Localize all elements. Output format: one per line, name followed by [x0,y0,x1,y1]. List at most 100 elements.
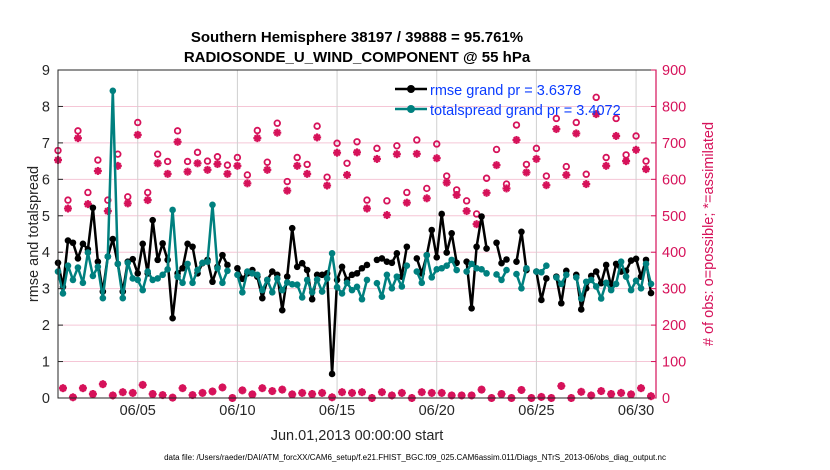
rmse-point [234,264,241,272]
rmse-point [413,255,421,262]
rmse-point [627,257,635,264]
assimilated-marker [422,194,431,203]
possible-marker [59,384,67,392]
assimilated-marker [273,128,282,137]
assimilated-marker [512,135,521,144]
legend: rmse grand pr = 3.6378 totalspread grand… [395,83,621,119]
totalspread-point [224,267,231,275]
assimilated-marker [522,168,531,177]
possible-marker [263,158,271,166]
rmse-point [493,239,500,247]
rmse-point [338,263,346,271]
rmse-point [139,240,147,248]
totalspread-point [498,276,505,284]
totalspread-point [119,294,127,302]
totalspread-point [268,289,276,296]
totalspread-point [413,268,421,275]
totalspread-point [338,290,346,297]
totalspread-point [293,281,301,288]
totalspread-point [503,266,510,274]
totalspread-point [328,250,336,257]
rmse-point [179,264,186,272]
possible-marker [607,390,615,398]
totalspread-point [159,271,166,279]
plot-marks [54,87,656,402]
totalspread-point [383,271,391,279]
x-tick-label: 06/25 [518,403,554,419]
y-tick-label: 7 [42,136,50,152]
assimilated-marker [552,125,561,134]
possible-marker [348,389,356,397]
totalspread-point [244,268,251,275]
possible-marker [612,114,620,123]
possible-marker [288,390,296,399]
totalspread-point [478,266,485,273]
possible-marker [183,157,192,166]
totalspread-point [189,279,196,287]
rmse-point [383,258,391,265]
possible-marker [99,380,107,388]
x-tick-label: 06/05 [120,403,156,419]
assimilated-marker [123,199,132,208]
rmse-point [388,259,396,267]
rmse-point [498,259,505,267]
possible-marker [622,151,630,159]
rmse-point [518,228,525,236]
rmse-point [94,258,102,265]
possible-marker [642,157,650,165]
rmse-point [89,204,97,212]
possible-marker [522,160,531,169]
totalspread-point [602,279,610,287]
possible-marker [318,389,326,397]
rmse-point [632,255,640,263]
assimilated-marker [193,159,202,168]
totalspread-point [249,270,256,277]
rmse-point [443,249,451,256]
possible-marker [308,390,316,398]
totalspread-point [463,268,470,275]
assimilated-marker [392,150,401,159]
possible-marker [562,162,570,171]
assimilated-marker [283,186,292,195]
totalspread-point [164,266,171,273]
totalspread-point [254,271,261,279]
totalspread-point [572,274,580,281]
totalspread-point [587,276,595,284]
totalspread-point [453,266,460,274]
totalspread-point [323,275,331,282]
possible-marker [213,153,222,161]
rmse-point [463,258,470,265]
totalspread-point [398,283,406,290]
y2-tick-label: 900 [662,63,686,79]
possible-marker [193,148,202,157]
rmse-point [298,259,306,267]
possible-marker [423,184,431,193]
possible-marker [482,174,491,182]
totalspread-point [582,278,590,286]
possible-marker [298,389,306,397]
totalspread-point [622,273,630,280]
totalspread-point [483,270,490,277]
totalspread-point [428,274,436,281]
assimilated-marker [223,169,232,178]
totalspread-point [283,279,291,286]
possible-marker [323,173,331,181]
y-tick-label: 2 [42,318,50,334]
possible-marker [208,387,217,396]
rmse-point [403,243,411,251]
possible-marker [353,138,361,146]
rmse-point [209,278,216,286]
possible-marker [383,197,391,205]
possible-marker [163,157,172,166]
assimilated-marker [442,178,451,187]
rmse-point [169,314,176,322]
totalspread-point [94,263,102,271]
rmse-point [303,266,311,274]
totalspread-point [318,288,326,295]
possible-marker [139,381,147,389]
rmse-point [74,255,82,262]
totalspread-point [473,264,480,272]
possible-marker [617,389,625,397]
totalspread-point [642,260,650,268]
